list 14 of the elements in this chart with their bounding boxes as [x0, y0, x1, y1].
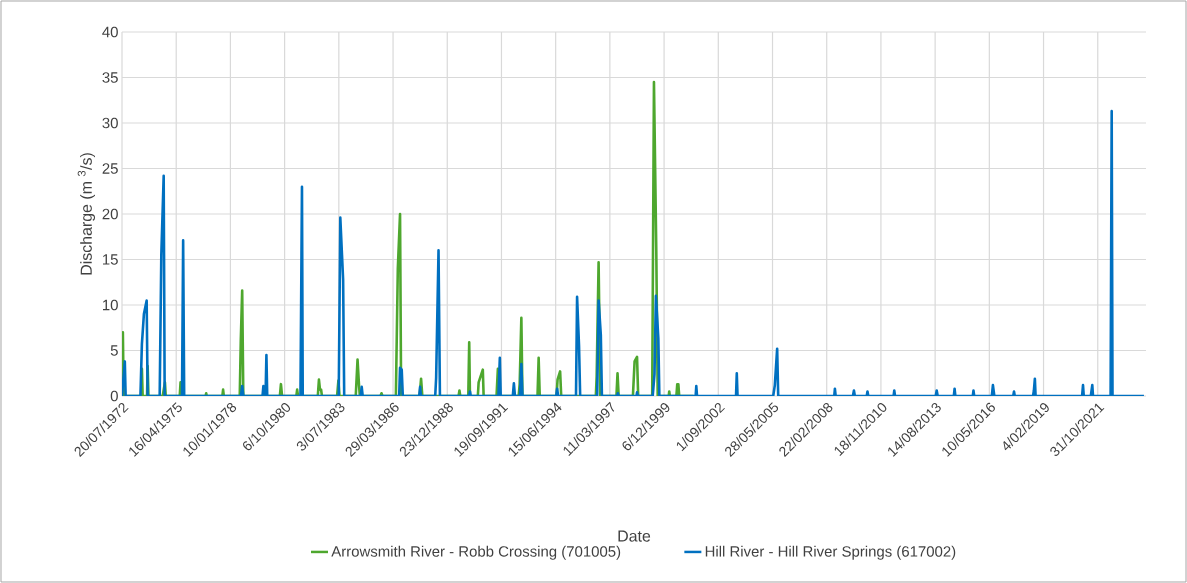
y-tick-label: 40: [102, 26, 118, 38]
y-tick-label: 35: [102, 72, 118, 83]
y-tick-label: 20: [102, 208, 118, 220]
y-tick-label: 25: [102, 163, 118, 174]
y-tick-label: 0: [110, 390, 118, 402]
y-axis-title: Discharge (m $^{3}$/s): [77, 153, 96, 275]
legend-label: Hill River - Hill River Springs (617002): [705, 545, 956, 560]
y-tick-label: 10: [103, 299, 118, 311]
y-tick-label: 15: [103, 254, 118, 265]
legend-label: Arrowsmith River - Robb Crossing (701005): [331, 545, 621, 560]
line-series: [122, 109, 1146, 396]
y-tick-label: 30: [102, 117, 118, 129]
y-tick-label: 5: [110, 345, 118, 356]
x-axis-title: Date: [618, 530, 651, 542]
